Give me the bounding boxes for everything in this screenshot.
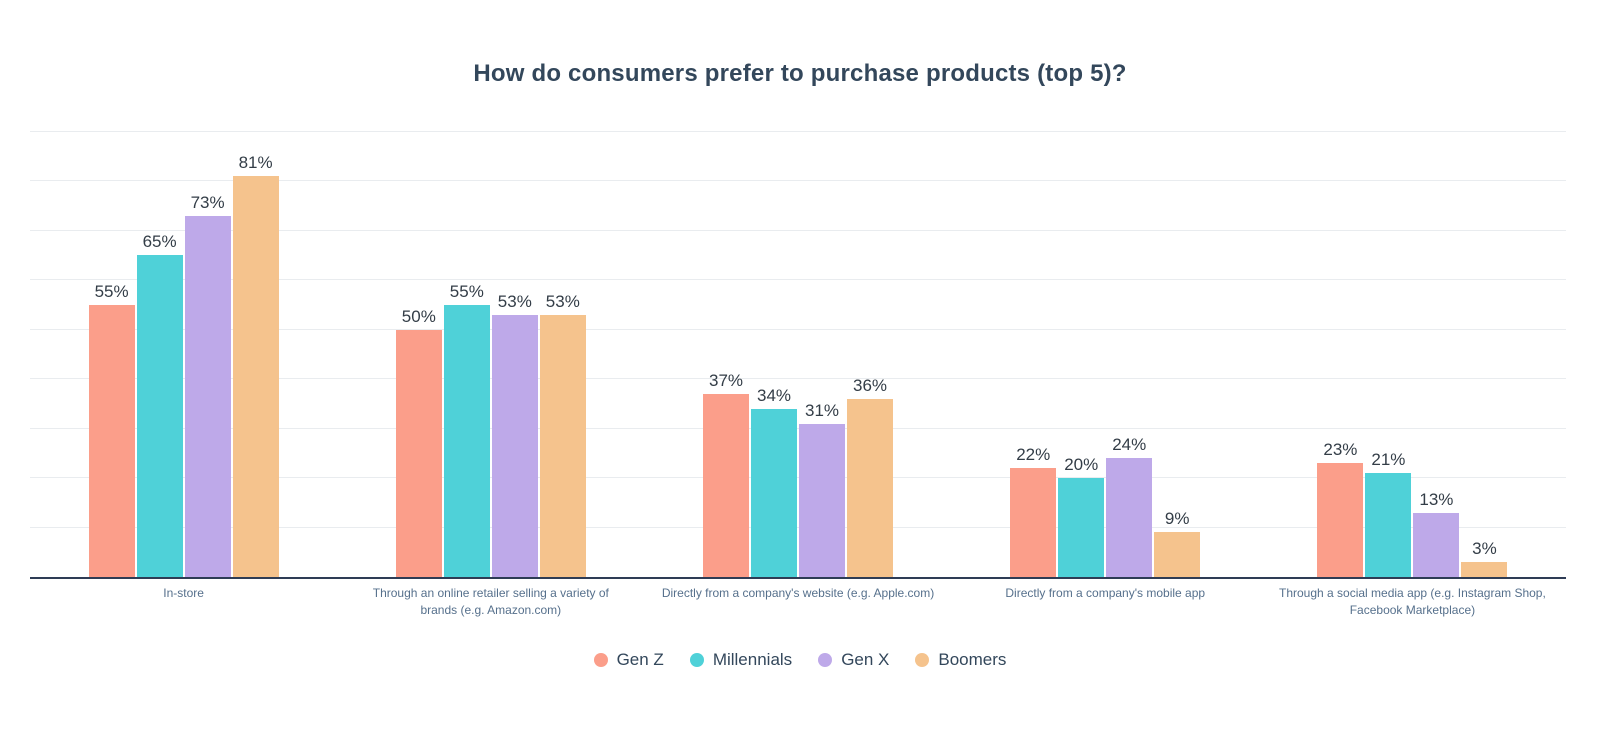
bar-gen-x: 73%: [184, 193, 231, 577]
bar-millennials: 65%: [136, 232, 183, 577]
bar-gen-z: 37%: [703, 371, 749, 577]
bar-group: 37% 34% 31% 36%: [644, 82, 951, 577]
legend-item-boomers: Boomers: [915, 650, 1006, 670]
bar-value-label: 9%: [1164, 509, 1190, 529]
bar-gen-z: 55%: [88, 282, 135, 577]
bar-value-label: 23%: [1323, 440, 1358, 460]
bar-value-label: 53%: [545, 291, 580, 311]
bar-gen-x: 13%: [1413, 490, 1460, 577]
bar-boomers: 3%: [1461, 539, 1508, 577]
category-label: In-store: [163, 586, 204, 600]
chart-title: How do consumers prefer to purchase prod…: [473, 60, 1127, 87]
gridline: [30, 378, 1566, 379]
bar-value-label: 81%: [238, 153, 273, 173]
bar-group: 50% 55% 53% 53%: [337, 82, 644, 577]
bar-boomers: 81%: [232, 153, 279, 577]
legend-dot-icon: [593, 653, 608, 667]
bar-millennials: 20%: [1058, 455, 1105, 577]
gridlines: [30, 82, 1566, 577]
bar-boomers: 53%: [539, 292, 586, 577]
bar-value-label: 65%: [142, 232, 177, 252]
category-labels: In-store Through an online retailer selli…: [30, 585, 1566, 620]
bar-gen-x: 24%: [1106, 435, 1153, 577]
gridline: [30, 279, 1566, 280]
bar-value-label: 36%: [852, 375, 888, 395]
gridline: [30, 328, 1566, 330]
legend-label: Gen Z: [616, 650, 664, 669]
legend-item-gen-x: Gen X: [818, 650, 889, 670]
legend-label: Gen X: [841, 650, 890, 669]
bar-value-label: 73%: [190, 192, 225, 212]
bar-value-label: 21%: [1371, 450, 1406, 470]
category-label: Through a social media app (e.g. Instagr…: [1279, 586, 1546, 618]
bar-millennials: 55%: [443, 282, 490, 577]
legend-label: Boomers: [938, 650, 1007, 669]
bar-gen-z: 50%: [395, 307, 442, 577]
bar-group: 55% 65% 73% 81%: [30, 82, 337, 577]
bar-group: 22% 20% 24% 9%: [952, 82, 1259, 577]
bar-gen-z: 23%: [1317, 440, 1364, 577]
legend: Gen Z Millennials Gen X Boomers: [0, 650, 1600, 670]
bar-value-label: 13%: [1419, 489, 1454, 509]
bar-millennials: 21%: [1365, 450, 1412, 577]
bar-gen-z: 22%: [1010, 445, 1057, 577]
bar-group: 23% 21% 13% 3%: [1259, 82, 1566, 577]
bar-boomers: 9%: [1154, 509, 1201, 577]
bar-value-label: 34%: [756, 385, 792, 405]
bar-value-label: 53%: [497, 291, 532, 311]
bar-gen-x: 53%: [491, 292, 538, 577]
gridline: [30, 229, 1566, 231]
category-label: Directly from a company's mobile app: [1005, 586, 1206, 600]
bar-value-label: 50%: [401, 306, 436, 326]
bar-value-label: 22%: [1016, 445, 1051, 465]
bar-value-label: 37%: [708, 370, 744, 390]
gridline: [30, 526, 1566, 528]
bar-value-label: 20%: [1064, 455, 1099, 474]
legend-label: Millennials: [712, 650, 793, 669]
bar-value-label: 55%: [449, 281, 484, 301]
gridline: [30, 427, 1566, 429]
category-label: Directly from a company's website (e.g. …: [661, 586, 935, 600]
legend-item-millennials: Millennials: [689, 650, 793, 670]
bar-value-label: 3%: [1472, 539, 1497, 559]
gridline: [30, 180, 1566, 181]
gridline: [30, 130, 1566, 132]
bar-boomers: 36%: [847, 376, 893, 577]
legend-item-gen-z: Gen Z: [593, 650, 664, 670]
bar-value-label: 24%: [1112, 435, 1147, 455]
bar-value-label: 55%: [94, 281, 129, 301]
bar-millennials: 34%: [751, 386, 797, 577]
category-label: Through an online retailer selling a var…: [372, 586, 609, 618]
legend-dot-icon: [689, 653, 704, 667]
plot-area: 55% 65% 73% 81% 50% 55% 53% 53% 37% 34% 31% 36% 22% 2…: [30, 82, 1566, 579]
gridline: [30, 477, 1566, 478]
bar-gen-x: 31%: [799, 401, 845, 577]
legend-dot-icon: [818, 653, 833, 667]
bar-groups: 55% 65% 73% 81% 50% 55% 53% 53% 37% 34% 31% 36% 22% 2…: [30, 82, 1566, 577]
legend-dot-icon: [915, 653, 930, 667]
bar-value-label: 31%: [804, 400, 840, 420]
